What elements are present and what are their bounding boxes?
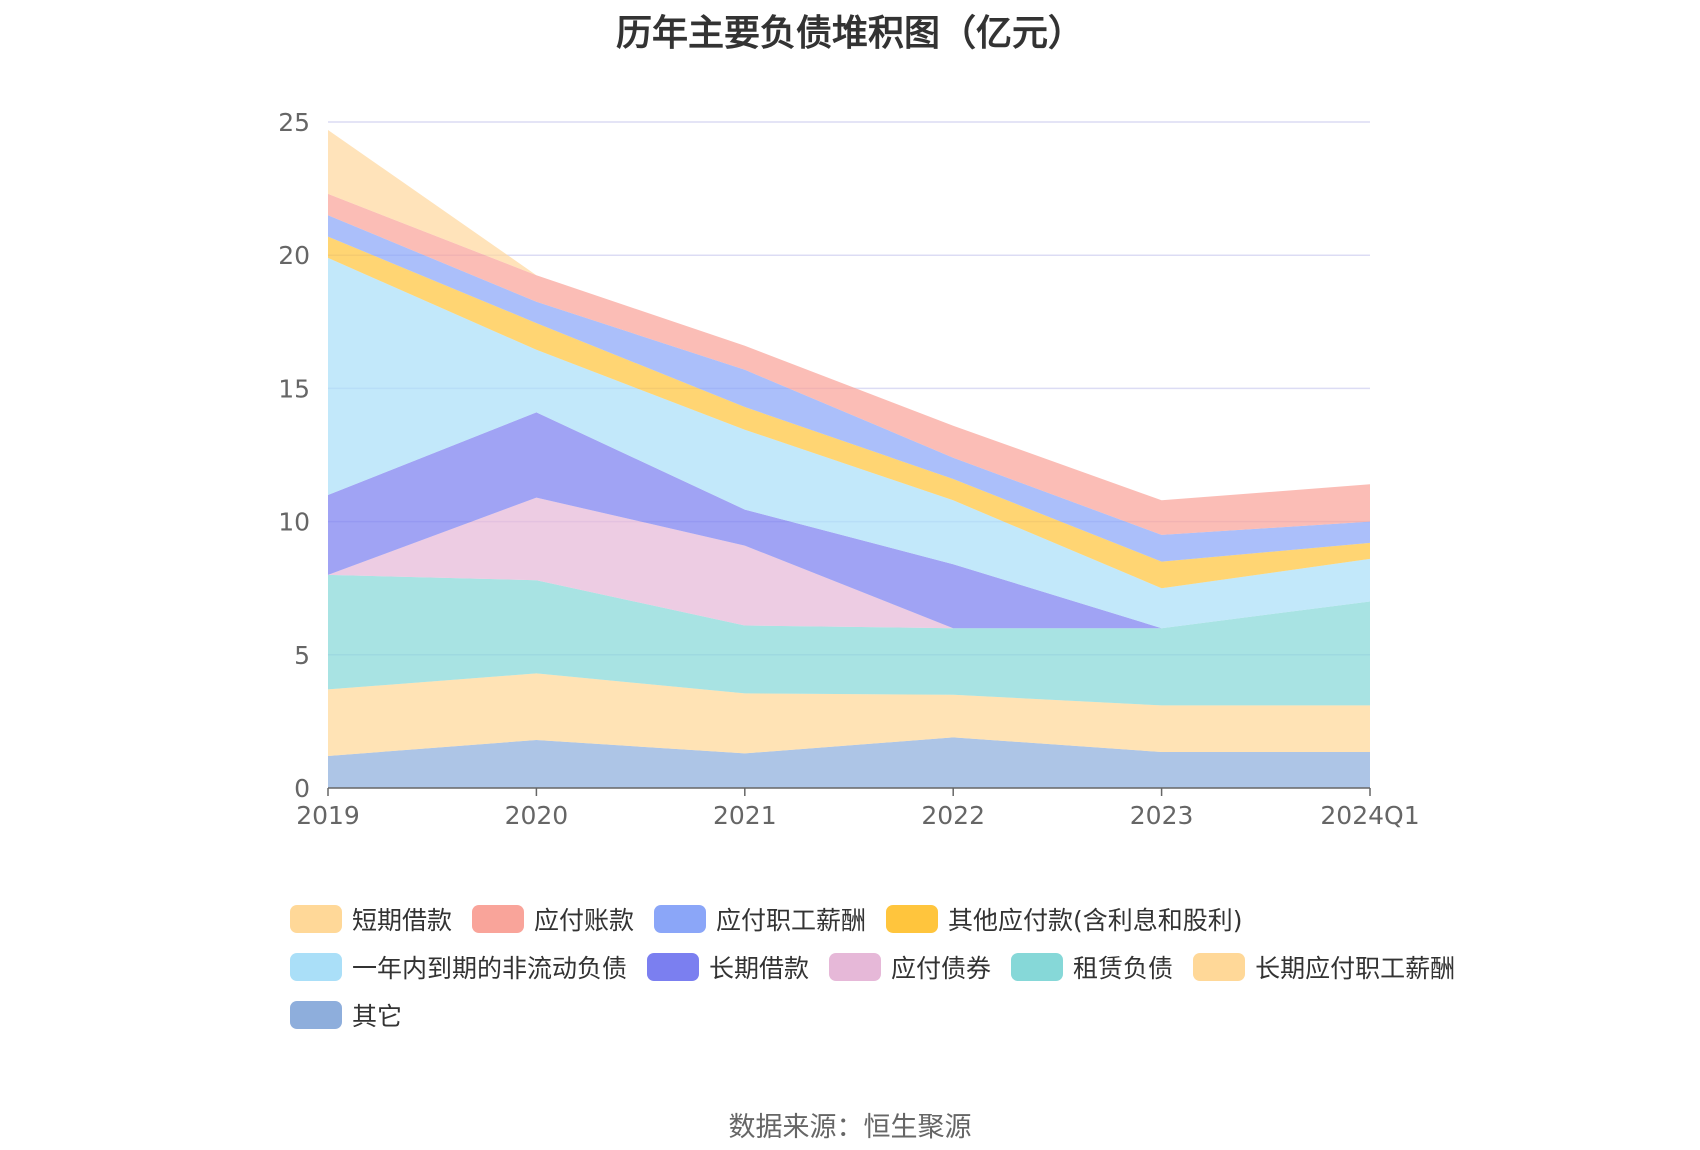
legend-label: 其他应付款(含利息和股利) [948, 906, 1243, 935]
x-tick-label: 2023 [1130, 801, 1194, 830]
area-一年内到期的非流动负债 [328, 257, 1370, 629]
source-note: 数据来源：恒生聚源 [728, 1112, 972, 1143]
legend-swatch [654, 905, 707, 933]
x-tick-label: 2020 [505, 801, 569, 830]
y-tick-label: 5 [294, 641, 310, 670]
legend-label: 一年内到期的非流动负债 [352, 954, 628, 983]
legend-swatch [290, 953, 342, 981]
legend-swatch [290, 1001, 342, 1029]
legend-swatch [290, 905, 342, 933]
x-tick-label: 2024Q1 [1320, 801, 1419, 830]
legend-swatch [886, 905, 939, 933]
area-租赁负债 [328, 574, 1370, 706]
legend-swatch [472, 905, 525, 933]
legend-item[interactable]: 应付账款 [472, 902, 634, 936]
area-其他应付款(含利息和股利) [328, 236, 1370, 589]
legend-label: 长期应付职工薪酬 [1255, 954, 1456, 983]
legend-item[interactable]: 其他应付款(含利息和股利) [886, 902, 1243, 936]
legend-item[interactable]: 长期借款 [647, 950, 809, 984]
legend-item[interactable]: 应付债券 [829, 950, 991, 984]
legend-label: 其它 [352, 1002, 403, 1031]
area-应付债券 [328, 497, 1370, 629]
area-series [328, 130, 1370, 788]
legend-label: 应付债券 [891, 954, 992, 983]
legend-item[interactable]: 长期应付职工薪酬 [1193, 950, 1455, 984]
y-tick-label: 25 [278, 108, 310, 137]
area-长期应付职工薪酬 [328, 673, 1370, 756]
legend-item[interactable]: 租赁负债 [1011, 950, 1173, 984]
legend-swatch [1193, 953, 1246, 981]
x-axis [327, 787, 1371, 796]
chart-title: 历年主要负债堆积图（亿元） [615, 13, 1084, 54]
area-其它 [328, 737, 1370, 788]
legend-item[interactable]: 应付职工薪酬 [654, 902, 866, 936]
legend-item[interactable]: 一年内到期的非流动负债 [290, 950, 627, 984]
y-tick-label: 20 [278, 241, 310, 270]
area-应付账款 [328, 193, 1370, 535]
area-长期借款 [328, 412, 1370, 629]
legend-swatch [1011, 953, 1064, 981]
legend-label: 租赁负债 [1073, 954, 1174, 983]
legend-label: 应付账款 [534, 906, 635, 935]
legend-swatch [829, 953, 882, 981]
y-tick-label: 10 [278, 508, 310, 537]
legend-label: 长期借款 [709, 954, 810, 983]
y-tick-label: 0 [294, 774, 310, 803]
x-tick-label: 2019 [296, 801, 360, 830]
legend-label: 应付职工薪酬 [716, 906, 867, 935]
legend: 短期借款 应付账款 应付职工薪酬 其他应付款(含利息和股利) 一年内到期的非流动负债 长期… [290, 902, 1490, 1032]
legend-item[interactable]: 短期借款 [290, 902, 452, 936]
x-tick-label: 2022 [921, 801, 985, 830]
y-axis-labels: 0 5 10 15 20 25 [278, 108, 310, 803]
x-tick-label: 2021 [713, 801, 777, 830]
legend-item[interactable]: 其它 [290, 998, 402, 1032]
legend-label: 短期借款 [352, 906, 453, 935]
legend-swatch [647, 953, 700, 981]
x-axis-labels: 2019 2020 2021 2022 2023 2024Q1 [296, 801, 1419, 830]
y-tick-label: 15 [278, 374, 310, 403]
